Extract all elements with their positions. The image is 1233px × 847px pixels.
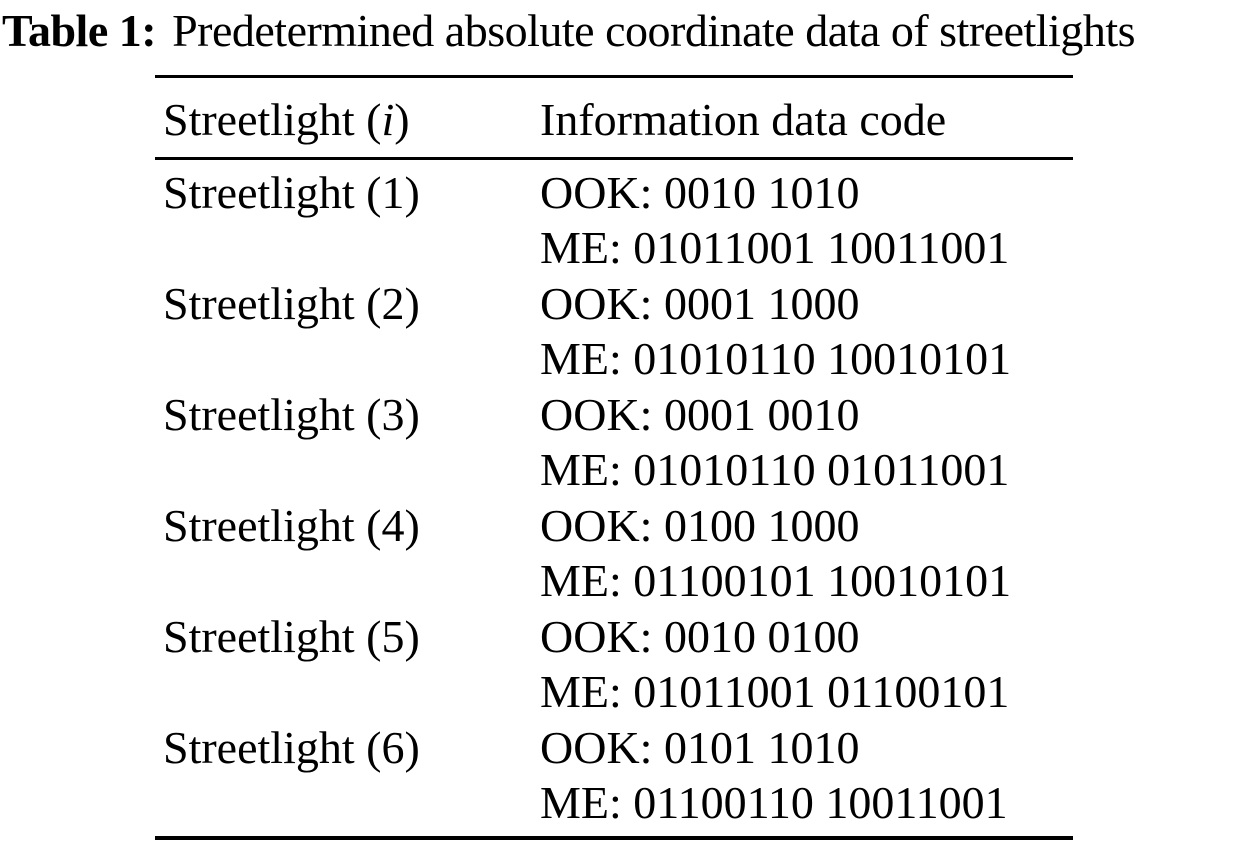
table-row: Streetlight (1) OOK: 0010 1010 ME: 01011… (163, 165, 1073, 276)
ook-code: OOK: 0101 1010 (540, 721, 860, 773)
me-code: ME: 01011001 01100101 (540, 666, 1010, 718)
me-code: ME: 01100110 10011001 (540, 777, 1008, 829)
streetlight-cell: Streetlight (3) (163, 388, 420, 440)
table-row: Streetlight (5) OOK: 0010 0100 ME: 01011… (163, 609, 1073, 720)
ook-code: OOK: 0100 1000 (540, 499, 860, 551)
me-code: ME: 01010110 01011001 (540, 444, 1010, 496)
code-cell: OOK: 0100 1000 ME: 01100101 10010101 (540, 498, 1073, 609)
me-code: ME: 01011001 10011001 (540, 222, 1010, 274)
header-streetlight-column: Streetlight (i) (163, 92, 540, 147)
code-cell: OOK: 0010 1010 ME: 01011001 10011001 (540, 165, 1073, 276)
header-streetlight-pre: Streetlight ( (163, 93, 382, 145)
code-cell: OOK: 0001 1000 ME: 01010110 10010101 (540, 276, 1073, 387)
table-row: Streetlight (4) OOK: 0100 1000 ME: 01100… (163, 498, 1073, 609)
code-cell: OOK: 0010 0100 ME: 01011001 01100101 (540, 609, 1073, 720)
table-row: Streetlight (2) OOK: 0001 1000 ME: 01010… (163, 276, 1073, 387)
code-cell: OOK: 0001 0010 ME: 01010110 01011001 (540, 387, 1073, 498)
streetlight-cell: Streetlight (6) (163, 721, 420, 773)
code-cell: OOK: 0101 1010 ME: 01100110 10011001 (540, 720, 1073, 831)
me-code: ME: 01100101 10010101 (540, 555, 1012, 607)
table-body: Streetlight (1) OOK: 0010 1010 ME: 01011… (155, 160, 1073, 840)
table-header-row: Streetlight (i) Information data code (155, 78, 1073, 160)
ook-code: OOK: 0001 0010 (540, 388, 860, 440)
me-code: ME: 01010110 10010101 (540, 333, 1012, 385)
table-caption-text: Predetermined absolute coordinate data o… (172, 5, 1136, 56)
streetlight-cell: Streetlight (4) (163, 499, 420, 551)
ook-code: OOK: 0010 0100 (540, 610, 860, 662)
header-streetlight-post: ) (394, 93, 410, 145)
header-index-variable: i (381, 93, 395, 145)
streetlight-cell: Streetlight (2) (163, 277, 420, 329)
data-table: Streetlight (i) Information data code St… (155, 74, 1073, 840)
table-row: Streetlight (6) OOK: 0101 1010 ME: 01100… (163, 720, 1073, 831)
table-caption-label: Table 1: (2, 5, 157, 56)
paper-table-figure: Table 1: Predetermined absolute coordinat… (0, 5, 1233, 847)
streetlight-cell: Streetlight (1) (163, 166, 420, 218)
streetlight-cell: Streetlight (5) (163, 610, 420, 662)
ook-code: OOK: 0010 1010 (540, 166, 860, 218)
header-information-column: Information data code (540, 93, 947, 145)
ook-code: OOK: 0001 1000 (540, 277, 860, 329)
table-caption: Table 1: Predetermined absolute coordinat… (2, 5, 1233, 58)
table-row: Streetlight (3) OOK: 0001 0010 ME: 01010… (163, 387, 1073, 498)
